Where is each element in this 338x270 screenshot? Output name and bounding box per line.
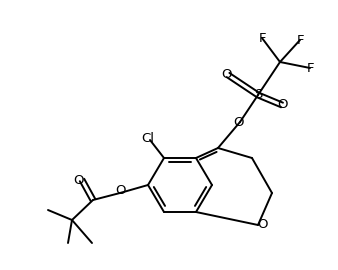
Text: F: F	[296, 33, 304, 46]
Text: O: O	[115, 184, 125, 197]
Text: O: O	[73, 174, 83, 187]
Text: F: F	[306, 62, 314, 75]
Text: F: F	[258, 32, 266, 45]
Text: O: O	[258, 218, 268, 231]
Text: O: O	[278, 99, 288, 112]
Text: O: O	[222, 69, 232, 82]
Text: S: S	[254, 89, 262, 102]
Text: O: O	[234, 116, 244, 129]
Text: Cl: Cl	[142, 131, 154, 144]
